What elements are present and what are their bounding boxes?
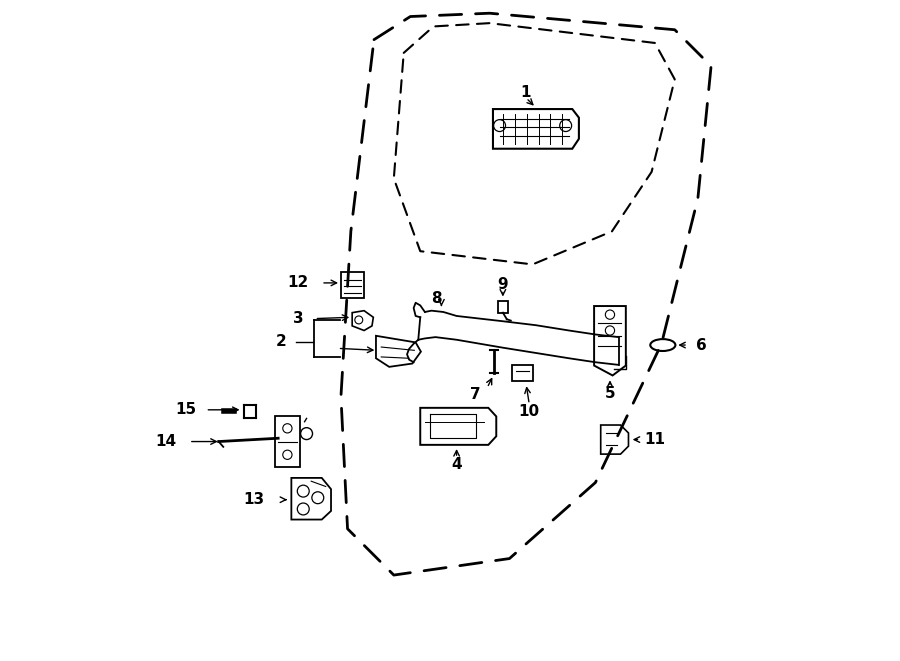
Text: 14: 14 xyxy=(155,434,176,449)
Text: 1: 1 xyxy=(521,85,531,100)
Text: 2: 2 xyxy=(276,334,287,349)
Text: 3: 3 xyxy=(292,311,303,326)
Text: 11: 11 xyxy=(644,432,665,447)
Text: 12: 12 xyxy=(287,276,309,290)
Text: 9: 9 xyxy=(498,277,508,292)
Text: 7: 7 xyxy=(470,387,481,402)
Text: 8: 8 xyxy=(431,292,442,306)
Text: 10: 10 xyxy=(518,404,540,418)
Text: 5: 5 xyxy=(605,387,616,401)
Text: 4: 4 xyxy=(451,457,462,472)
Text: 15: 15 xyxy=(175,403,196,417)
Text: 13: 13 xyxy=(243,492,265,507)
Text: 6: 6 xyxy=(696,338,706,352)
